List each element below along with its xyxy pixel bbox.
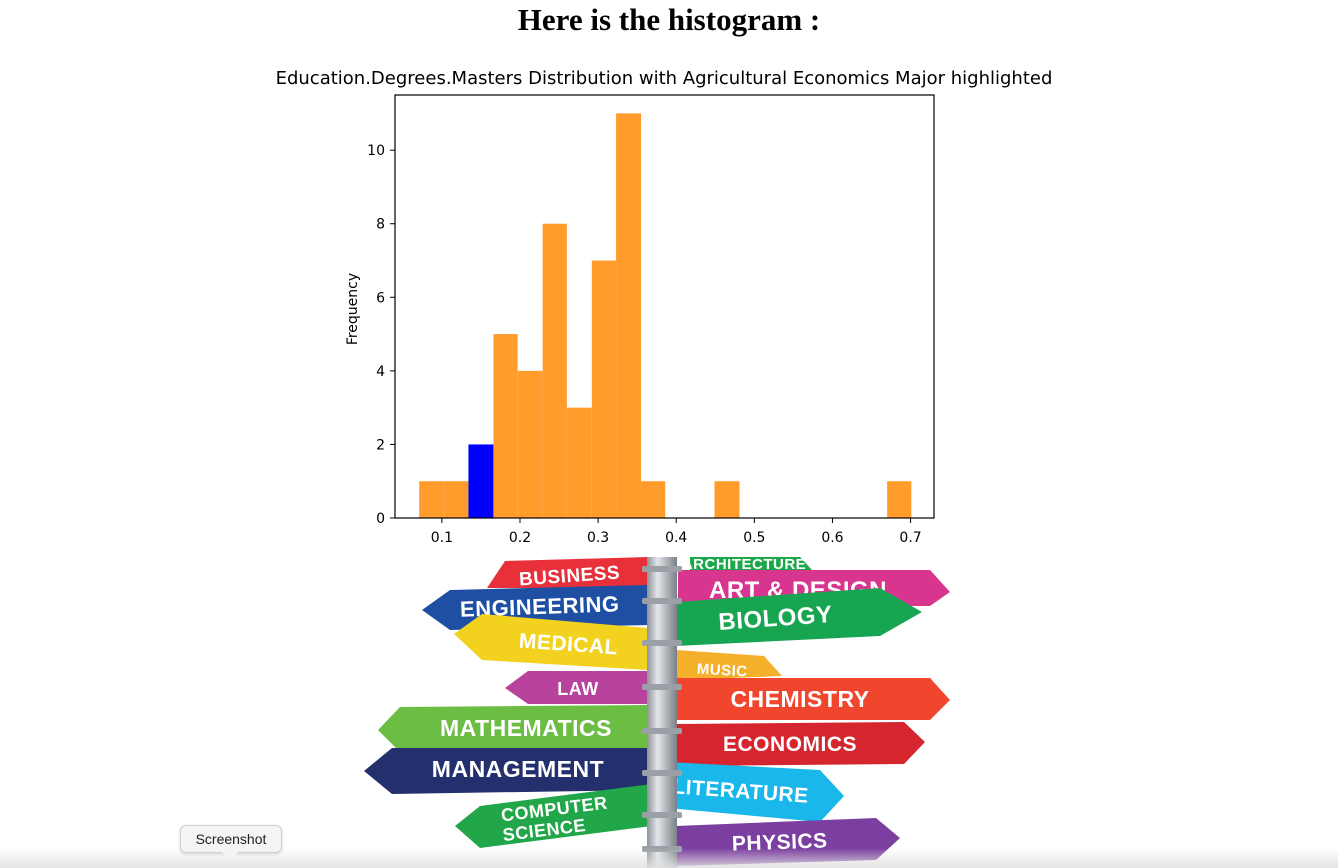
x-tick-label: 0.1	[431, 530, 453, 546]
x-tick-label: 0.4	[665, 530, 687, 546]
histogram-bar	[419, 481, 445, 518]
sign-architecture-label: ARCHITECTURE	[682, 556, 806, 573]
histogram-chart: Education.Degrees.Masters Distribution w…	[276, 68, 1053, 546]
plot-frame	[394, 94, 935, 519]
y-tick-label: 4	[376, 364, 385, 380]
sign-music-label: MUSIC	[696, 661, 748, 681]
y-axis-label: Frequency	[345, 273, 361, 345]
y-tick-label: 0	[376, 511, 385, 527]
sign-mathematics-label: MATHEMATICS	[440, 715, 612, 741]
chart-title: Education.Degrees.Masters Distribution w…	[276, 68, 1053, 89]
sign-management-label: MANAGEMENT	[432, 756, 604, 782]
x-tick-label: 0.3	[587, 530, 609, 546]
screenshot-tooltip: Screenshot	[180, 825, 282, 853]
histogram-bar	[444, 481, 469, 518]
bottom-shade	[0, 848, 1338, 868]
sign-literature	[668, 762, 844, 822]
histogram-bar	[542, 223, 567, 518]
tooltip-label: Screenshot	[195, 831, 267, 847]
histogram-bar	[591, 260, 617, 518]
histogram-bar	[641, 481, 666, 518]
histogram-bar	[887, 481, 912, 518]
sign-architecture	[690, 557, 812, 570]
y-tick-label: 6	[376, 290, 385, 306]
tooltip-tail	[222, 852, 238, 860]
x-tick-label: 0.7	[899, 530, 921, 546]
histogram-bar	[616, 113, 642, 519]
x-axis-ticks: 0.1 0.2 0.3 0.4 0.5 0.6 0.7	[431, 518, 922, 546]
y-tick-label: 2	[376, 437, 385, 453]
x-tick-label: 0.5	[743, 530, 765, 546]
sign-law-label: LAW	[557, 679, 599, 699]
histogram-bar-highlighted	[468, 444, 494, 518]
sign-law	[505, 671, 648, 704]
sign-computer-science	[455, 784, 652, 848]
sign-business	[487, 557, 648, 588]
y-tick-label: 8	[376, 217, 385, 233]
histogram-bar	[714, 481, 740, 518]
page-heading: Here is the histogram :	[517, 2, 821, 37]
sign-management	[364, 748, 648, 794]
histogram-bar	[517, 370, 543, 518]
x-tick-label: 0.2	[509, 530, 531, 546]
sign-medical	[454, 614, 648, 670]
sign-chemistry	[676, 678, 950, 720]
sign-mathematics	[378, 705, 648, 752]
sign-biology	[676, 588, 922, 646]
sign-economics-label: ECONOMICS	[723, 733, 857, 756]
y-tick-label: 10	[367, 143, 385, 159]
histogram-bar	[493, 334, 518, 518]
sign-economics	[676, 722, 925, 766]
sign-chemistry-label: CHEMISTRY	[730, 686, 869, 712]
x-tick-label: 0.6	[821, 530, 843, 546]
sign-music	[676, 650, 782, 680]
histogram-bars	[419, 113, 912, 519]
y-axis-ticks: 0 2 4 6 8 10	[367, 143, 395, 527]
histogram-bar	[566, 407, 592, 518]
